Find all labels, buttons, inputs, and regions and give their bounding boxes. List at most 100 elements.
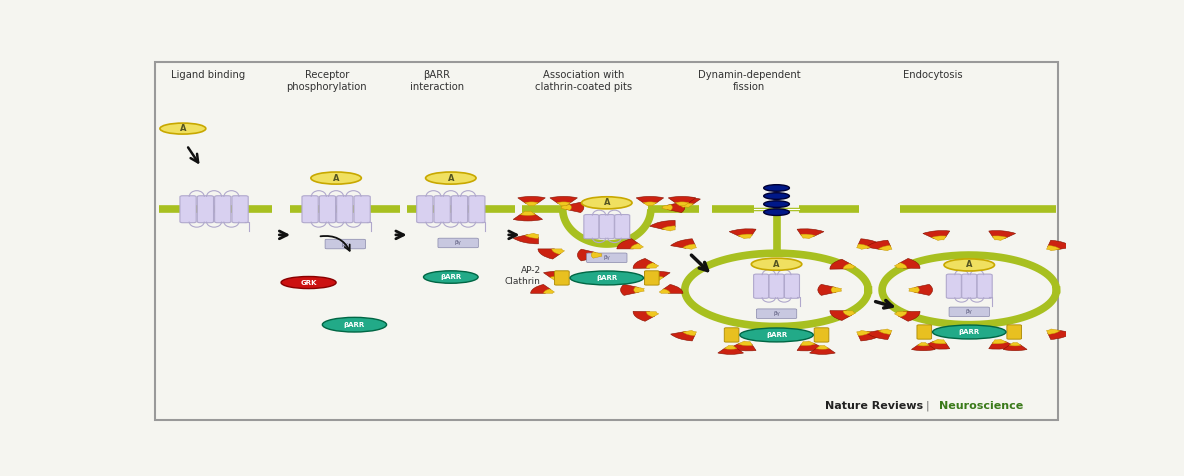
- Wedge shape: [831, 287, 842, 293]
- Text: A: A: [773, 260, 780, 269]
- Wedge shape: [918, 342, 929, 346]
- FancyBboxPatch shape: [435, 196, 450, 223]
- FancyBboxPatch shape: [584, 215, 599, 239]
- Wedge shape: [800, 234, 816, 238]
- Text: Receptor
phosphorylation: Receptor phosphorylation: [287, 70, 367, 91]
- Ellipse shape: [311, 172, 361, 184]
- Wedge shape: [556, 202, 571, 206]
- Wedge shape: [922, 230, 950, 238]
- Wedge shape: [513, 214, 542, 221]
- Text: A: A: [180, 124, 186, 133]
- Wedge shape: [646, 263, 658, 268]
- Wedge shape: [810, 348, 835, 354]
- Wedge shape: [857, 330, 870, 336]
- Ellipse shape: [944, 259, 995, 271]
- Wedge shape: [650, 220, 675, 229]
- Wedge shape: [659, 289, 670, 293]
- Wedge shape: [644, 271, 670, 278]
- FancyBboxPatch shape: [977, 274, 992, 298]
- Wedge shape: [738, 234, 753, 238]
- Wedge shape: [549, 277, 562, 280]
- Wedge shape: [989, 341, 1016, 349]
- Wedge shape: [899, 258, 920, 268]
- Wedge shape: [591, 252, 601, 258]
- Wedge shape: [729, 343, 757, 351]
- Wedge shape: [1087, 310, 1108, 320]
- Wedge shape: [718, 348, 744, 354]
- Wedge shape: [670, 239, 695, 248]
- Wedge shape: [830, 259, 851, 269]
- Wedge shape: [818, 284, 836, 296]
- Wedge shape: [578, 249, 596, 261]
- Wedge shape: [667, 202, 684, 213]
- Wedge shape: [643, 202, 657, 206]
- Ellipse shape: [424, 271, 478, 283]
- Wedge shape: [992, 236, 1006, 240]
- Wedge shape: [989, 230, 1016, 238]
- FancyBboxPatch shape: [599, 215, 614, 239]
- Wedge shape: [1102, 284, 1121, 296]
- Wedge shape: [668, 197, 696, 204]
- Wedge shape: [683, 330, 696, 336]
- Ellipse shape: [764, 193, 790, 199]
- Text: βγ: βγ: [342, 241, 348, 247]
- Wedge shape: [858, 331, 882, 341]
- Wedge shape: [636, 197, 664, 204]
- Wedge shape: [670, 331, 695, 341]
- Wedge shape: [552, 249, 565, 254]
- Wedge shape: [662, 205, 673, 210]
- Wedge shape: [1047, 329, 1060, 334]
- FancyBboxPatch shape: [770, 274, 784, 298]
- FancyBboxPatch shape: [336, 196, 353, 223]
- Wedge shape: [797, 229, 824, 237]
- Ellipse shape: [322, 317, 386, 332]
- Wedge shape: [867, 240, 890, 250]
- Text: A: A: [448, 174, 453, 183]
- Wedge shape: [651, 277, 664, 280]
- Wedge shape: [729, 229, 757, 237]
- Wedge shape: [1083, 311, 1095, 316]
- Wedge shape: [566, 202, 584, 213]
- Wedge shape: [517, 197, 546, 204]
- Text: A: A: [966, 260, 972, 269]
- Wedge shape: [800, 341, 816, 346]
- Text: Association with
clathrin-coated pits: Association with clathrin-coated pits: [535, 70, 632, 91]
- Wedge shape: [678, 203, 694, 208]
- FancyBboxPatch shape: [946, 274, 961, 298]
- FancyBboxPatch shape: [180, 196, 197, 223]
- FancyBboxPatch shape: [438, 238, 478, 248]
- Wedge shape: [932, 339, 946, 344]
- FancyBboxPatch shape: [644, 271, 659, 285]
- Text: βγ: βγ: [455, 240, 462, 246]
- FancyBboxPatch shape: [451, 196, 468, 223]
- FancyBboxPatch shape: [198, 196, 213, 223]
- Wedge shape: [912, 345, 935, 351]
- Wedge shape: [683, 244, 696, 249]
- Text: βARR: βARR: [440, 274, 462, 280]
- Wedge shape: [816, 346, 829, 349]
- Wedge shape: [797, 343, 824, 351]
- Wedge shape: [992, 339, 1006, 344]
- Wedge shape: [617, 239, 639, 249]
- Text: βARR: βARR: [343, 322, 365, 327]
- Ellipse shape: [933, 325, 1006, 339]
- Wedge shape: [1096, 287, 1107, 293]
- FancyBboxPatch shape: [757, 309, 797, 318]
- Wedge shape: [738, 341, 753, 346]
- Ellipse shape: [764, 209, 790, 216]
- FancyBboxPatch shape: [1006, 325, 1022, 339]
- FancyBboxPatch shape: [469, 196, 485, 223]
- Wedge shape: [543, 271, 570, 278]
- Wedge shape: [857, 244, 870, 249]
- Text: A: A: [604, 198, 610, 208]
- FancyBboxPatch shape: [155, 61, 1058, 420]
- Wedge shape: [633, 311, 655, 321]
- FancyBboxPatch shape: [554, 271, 570, 285]
- Wedge shape: [646, 312, 658, 317]
- Wedge shape: [830, 310, 851, 320]
- Ellipse shape: [571, 271, 644, 285]
- FancyBboxPatch shape: [961, 274, 977, 298]
- Wedge shape: [1083, 264, 1095, 269]
- Ellipse shape: [752, 258, 802, 270]
- Wedge shape: [914, 284, 933, 296]
